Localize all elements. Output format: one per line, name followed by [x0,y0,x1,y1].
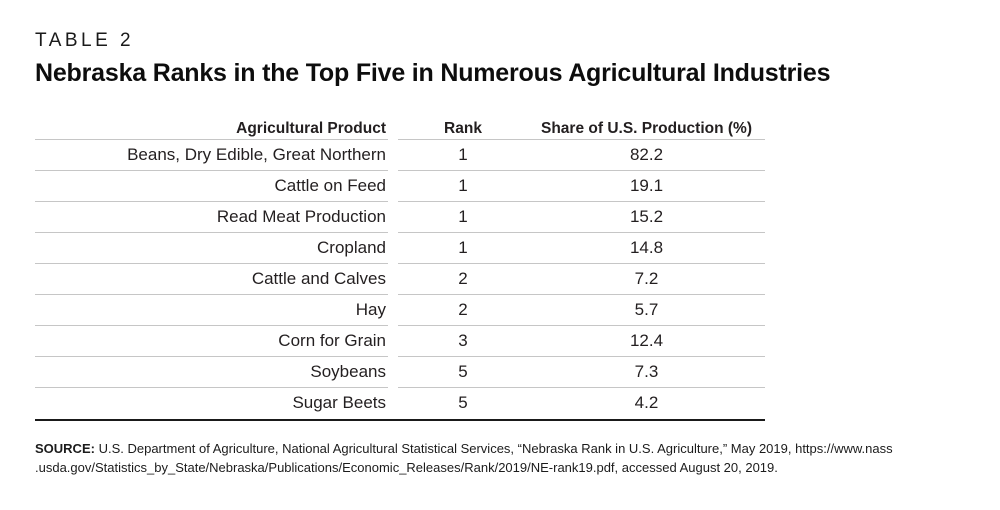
cell-share: 7.2 [634,269,659,288]
source-line2: .usda.gov/Statistics_by_State/Nebraska/P… [35,459,778,475]
table-row: Soybeans 5 7.3 [35,357,765,388]
cell-product: Sugar Beets [292,393,386,412]
cell-share: 82.2 [629,145,664,164]
table-body: Beans, Dry Edible, Great Northern 1 82.2… [35,140,765,419]
header-right-segment: Rank Share of U.S. Production (%) [398,113,765,140]
cell-share: 15.2 [629,207,664,226]
table-title: Nebraska Ranks in the Top Five in Numero… [35,59,831,87]
row-right-segment: 5 7.3 [398,357,765,388]
row-right-segment: 1 14.8 [398,233,765,264]
cell-rank: 3 [458,331,468,350]
column-header-rank: Rank [444,120,482,137]
cell-product: Beans, Dry Edible, Great Northern [35,140,388,171]
source-note: SOURCE: U.S. Department of Agriculture, … [35,440,965,477]
source-line1: U.S. Department of Agriculture, National… [98,441,893,456]
table-row: Cropland 1 14.8 [35,233,765,264]
source-label: SOURCE: [35,441,95,456]
table-row: Hay 2 5.7 [35,295,765,326]
cell-rank: 5 [458,362,468,381]
column-header-share: Share of U.S. Production (%) [541,120,752,137]
table-label: TABLE 2 [35,30,135,51]
table-row: Read Meat Production 1 15.2 [35,202,765,233]
cell-product: Corn for Grain [35,326,388,357]
cell-rank: 5 [458,393,468,412]
cell-rank: 1 [458,145,468,164]
cell-product: Cattle on Feed [35,171,388,202]
table-row: Beans, Dry Edible, Great Northern 1 82.2 [35,140,765,171]
cell-share: 7.3 [634,362,659,381]
row-right-segment: 2 7.2 [398,264,765,295]
cell-share: 14.8 [629,238,664,257]
cell-rank: 2 [458,269,468,288]
row-right-segment: 1 15.2 [398,202,765,233]
row-right-segment: 3 12.4 [398,326,765,357]
column-header-product: Agricultural Product [35,113,388,140]
table-header-row: Agricultural Product Rank Share of U.S. … [35,113,765,140]
cell-rank: 1 [458,238,468,257]
cell-product: Read Meat Production [35,202,388,233]
cell-rank: 2 [458,300,468,319]
cell-rank: 1 [458,207,468,226]
cell-product: Hay [35,295,388,326]
table-figure: TABLE 2 Nebraska Ranks in the Top Five i… [35,30,965,477]
table-row: Corn for Grain 3 12.4 [35,326,765,357]
row-right-segment: 1 19.1 [398,171,765,202]
cell-rank: 1 [458,176,468,195]
cell-share: 12.4 [629,331,664,350]
row-right-segment: 1 82.2 [398,140,765,171]
table-bottom-rule [35,419,765,421]
cell-product: Cropland [35,233,388,264]
row-right-segment: 5 4.2 [398,388,765,419]
cell-share: 4.2 [634,393,659,412]
cell-share: 5.7 [634,300,659,319]
data-table: Agricultural Product Rank Share of U.S. … [35,113,765,421]
table-row: Cattle on Feed 1 19.1 [35,171,765,202]
cell-share: 19.1 [629,176,664,195]
row-right-segment: 2 5.7 [398,295,765,326]
table-row: Cattle and Calves 2 7.2 [35,264,765,295]
cell-product: Cattle and Calves [35,264,388,295]
cell-product: Soybeans [35,357,388,388]
table-row: Sugar Beets 5 4.2 [35,388,765,419]
